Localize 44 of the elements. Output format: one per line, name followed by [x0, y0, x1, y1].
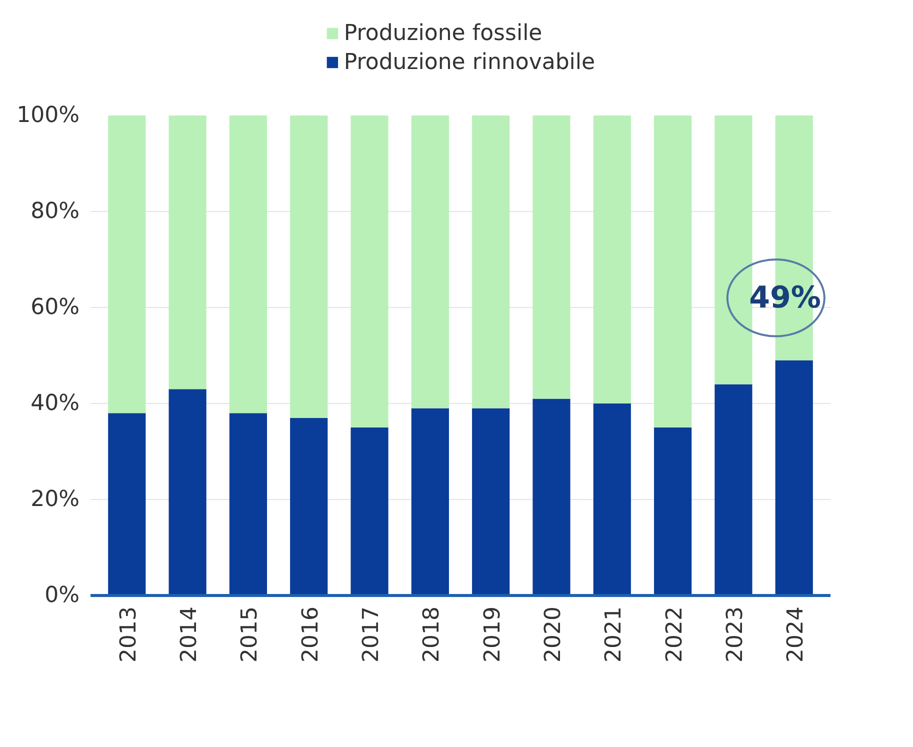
bar	[350, 428, 388, 596]
bar	[411, 408, 449, 596]
y-tick-label: 20%	[30, 487, 80, 512]
x-tick-label: 2015	[238, 606, 263, 662]
bar	[532, 116, 570, 399]
bar	[472, 408, 510, 596]
bar	[290, 116, 328, 418]
annotation: 49%	[749, 280, 821, 316]
bar	[775, 360, 813, 596]
x-tick-label: 2021	[602, 606, 627, 662]
bar	[654, 116, 692, 428]
x-tick-label: 2024	[784, 606, 809, 662]
bar	[593, 116, 631, 404]
bar	[411, 116, 449, 408]
bar	[229, 116, 268, 414]
x-tick-label: 2022	[662, 606, 688, 662]
bar	[108, 413, 146, 596]
x-tick-label: 2017	[359, 606, 384, 662]
x-tick-label: 2018	[420, 606, 445, 662]
x-tick-label: 2013	[116, 606, 142, 662]
bar	[532, 398, 570, 596]
bar	[108, 116, 146, 414]
x-tick-label: 2020	[540, 606, 566, 662]
bar	[654, 428, 692, 596]
bar	[168, 116, 206, 390]
legend-label: Produzione fossile	[344, 20, 542, 46]
bar	[229, 413, 268, 596]
x-tick-label: 2023	[722, 606, 748, 662]
bar	[472, 116, 510, 408]
legend-label: Produzione rinnovabile	[344, 50, 596, 74]
x-tick-label: 2019	[480, 606, 506, 662]
bar	[714, 384, 752, 596]
y-tick-label: 60%	[30, 295, 80, 320]
y-tick-label: 0%	[44, 583, 80, 608]
y-tick-label: 80%	[30, 199, 80, 224]
bar	[168, 389, 206, 596]
y-tick-label: 40%	[30, 391, 80, 416]
x-tick-label: 2014	[177, 606, 202, 662]
bar	[350, 116, 388, 428]
bar	[714, 116, 752, 384]
x-tick-label: 2016	[298, 606, 324, 662]
y-tick-label: 100%	[16, 103, 80, 128]
bar	[593, 404, 631, 596]
bar	[290, 418, 328, 596]
